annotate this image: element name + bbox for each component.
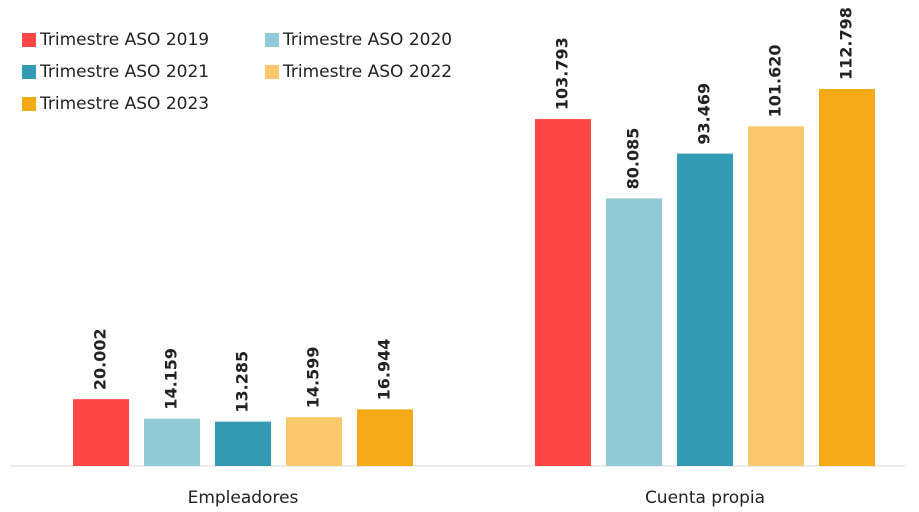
value-label: 13.285: [233, 351, 252, 413]
x-tick-label: Cuenta propia: [645, 488, 765, 508]
bar: [819, 89, 875, 466]
legend-label: Trimestre ASO 2019: [39, 30, 209, 50]
bar: [535, 119, 591, 466]
bar: [357, 409, 413, 466]
legend-swatch: [22, 65, 36, 79]
bar: [144, 418, 200, 466]
legend-swatch: [265, 65, 279, 79]
value-label: 20.002: [91, 328, 110, 390]
value-label: 112.798: [837, 7, 856, 80]
value-label: 101.620: [766, 44, 785, 117]
bar: [748, 126, 804, 467]
bar: [215, 421, 271, 466]
bar: [606, 198, 662, 467]
bar: [677, 153, 733, 466]
value-label: 80.085: [624, 128, 643, 190]
legend-swatch: [22, 33, 36, 47]
bar: [73, 399, 129, 466]
legend-label: Trimestre ASO 2022: [282, 62, 452, 82]
bar: [286, 417, 342, 466]
value-label: 14.599: [304, 346, 323, 408]
value-label: 16.944: [375, 339, 394, 401]
value-label: 93.469: [695, 83, 714, 145]
legend-swatch: [265, 33, 279, 47]
legend-label: Trimestre ASO 2023: [39, 94, 209, 114]
value-label: 14.159: [162, 348, 181, 410]
legend-label: Trimestre ASO 2021: [39, 62, 209, 82]
value-label: 103.793: [553, 37, 572, 110]
x-tick-label: Empleadores: [188, 488, 299, 508]
legend-swatch: [22, 97, 36, 111]
legend-label: Trimestre ASO 2020: [282, 30, 452, 50]
